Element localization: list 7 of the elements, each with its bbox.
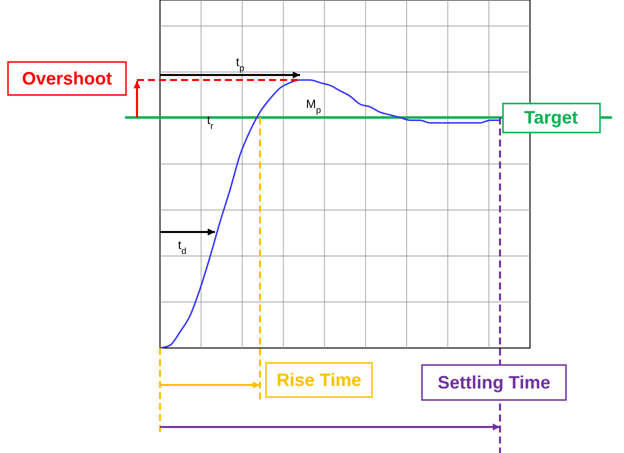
text: t$_{p}$ — [236, 55, 244, 73]
text: Settling Time — [438, 372, 550, 392]
ref-line-label: Target — [524, 108, 578, 128]
text: Rise Time — [276, 370, 362, 390]
annotation: M$_{p}$ — [306, 97, 322, 115]
text: Overshoot — [22, 68, 112, 88]
annotation: t$_{d}$ — [178, 238, 186, 256]
